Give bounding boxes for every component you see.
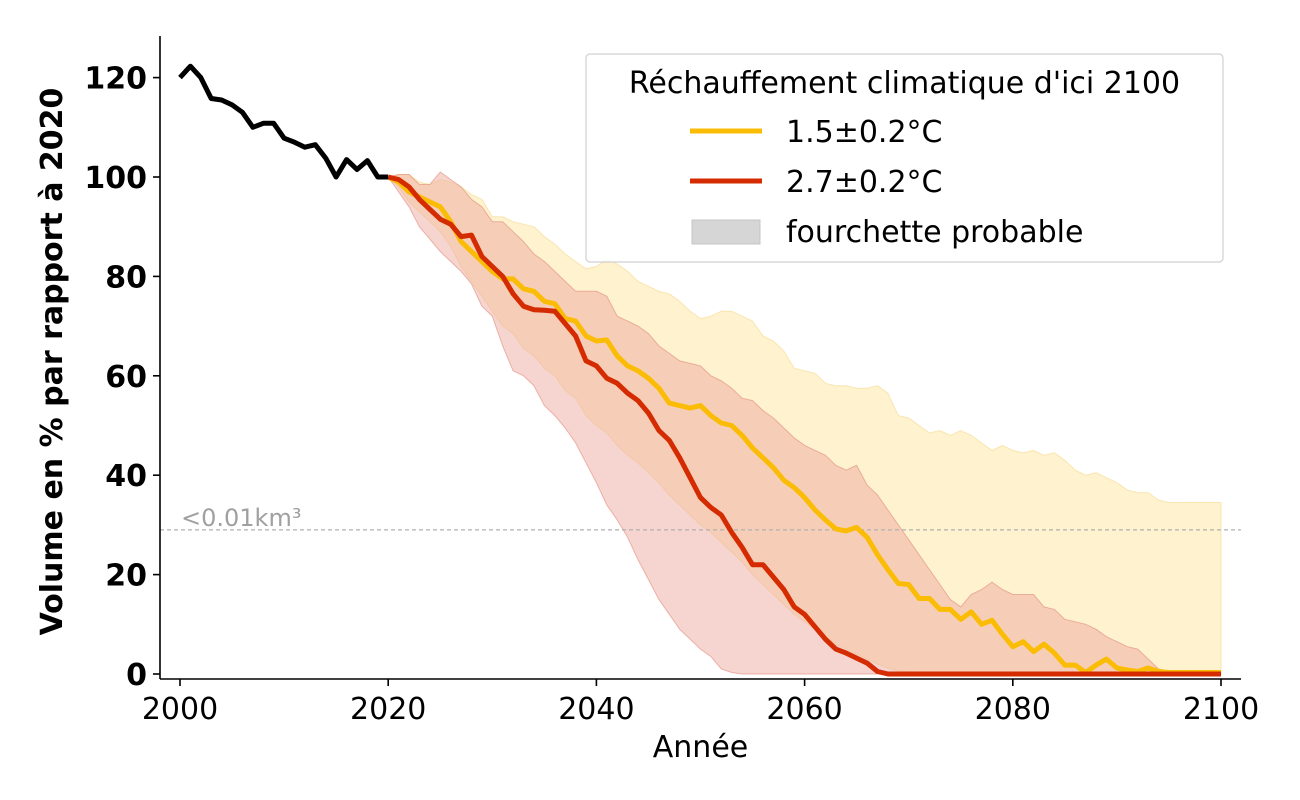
x-tick-label: 2100 <box>1183 692 1259 727</box>
legend-box <box>585 53 1224 263</box>
y-ticks: 0 20 40 60 80 100 120 <box>84 62 160 693</box>
y-tick-label: 20 <box>105 559 147 594</box>
y-axis-label: Volume en % par rapport à 2020 <box>35 88 70 636</box>
x-axis-label: Année <box>653 730 748 765</box>
y-tick-label: 100 <box>84 161 147 196</box>
legend-entry-label: 2.7±0.2°C <box>786 165 943 200</box>
x-tick-label: 2040 <box>558 692 634 727</box>
legend-patch-swatch <box>691 219 761 245</box>
y-tick-label: 60 <box>105 360 147 395</box>
line-2-7 <box>387 174 1221 677</box>
y-tick-label: 40 <box>105 459 147 494</box>
uncertainty-bands <box>387 171 1222 675</box>
legend-entry: 2.7±0.2°C <box>690 165 943 200</box>
x-tick-label: 2060 <box>766 692 842 727</box>
y-tick-label: 80 <box>105 260 147 295</box>
line-historical <box>178 63 389 180</box>
axes <box>159 36 1241 680</box>
y-tick-label: 120 <box>84 62 147 97</box>
x-tick-label: 2000 <box>142 692 218 727</box>
series-lines <box>178 63 1221 677</box>
band-2-7 <box>387 171 1221 675</box>
x-tick-label: 2020 <box>350 692 426 727</box>
legend-title: Réchauffement climatique d'ici 2100 <box>629 66 1180 101</box>
legend: Réchauffement climatique d'ici 2100 1.5±… <box>585 53 1224 263</box>
line-1-5 <box>387 174 1221 675</box>
legend-entries: 1.5±0.2°C 2.7±0.2°C fourchette probable <box>690 115 1083 250</box>
legend-entry-label: 1.5±0.2°C <box>786 115 943 150</box>
x-ticks: 2000 2020 2040 2060 2080 2100 <box>142 679 1259 727</box>
legend-entry: 1.5±0.2°C <box>690 115 943 150</box>
legend-entry: fourchette probable <box>691 215 1083 250</box>
legend-entry-label: fourchette probable <box>786 215 1083 250</box>
y-tick-label: 0 <box>126 658 147 693</box>
threshold-annotation: <0.01km³ <box>181 504 301 532</box>
x-tick-label: 2080 <box>975 692 1051 727</box>
